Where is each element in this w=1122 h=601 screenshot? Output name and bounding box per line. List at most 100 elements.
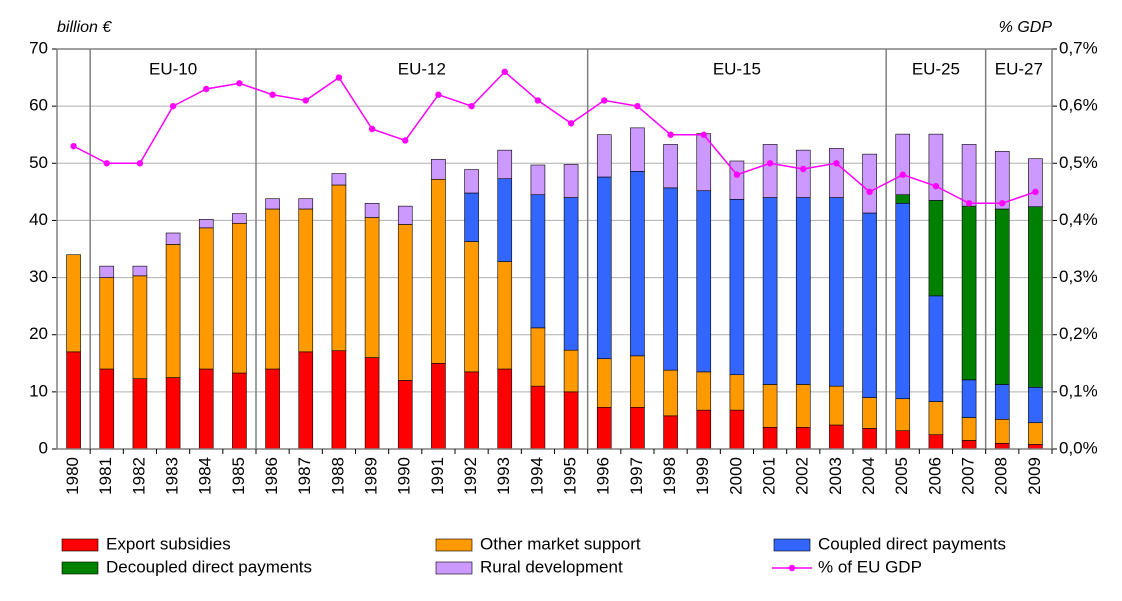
bar-segment	[696, 409, 712, 450]
bar-segment	[497, 178, 513, 262]
bar-segment	[596, 358, 612, 408]
legend-label: Decoupled direct payments	[106, 557, 312, 576]
bar-segment	[165, 244, 181, 378]
bar-segment	[265, 198, 280, 210]
era-label: EU-10	[149, 59, 197, 78]
bar-segment	[895, 430, 911, 450]
line-marker	[965, 200, 973, 207]
bar-segment	[762, 197, 778, 385]
bar-segment	[928, 200, 944, 297]
line-marker	[866, 188, 873, 196]
era-label: EU-25	[912, 59, 960, 78]
bar-segment	[895, 398, 911, 432]
bar-segment	[596, 134, 612, 178]
line-marker	[700, 131, 707, 138]
y-tick-label: 70	[29, 38, 48, 57]
bar-segment	[928, 434, 944, 450]
line-marker	[435, 91, 442, 98]
line-marker	[501, 68, 508, 76]
line-marker	[70, 142, 77, 150]
bar-segment	[198, 227, 214, 370]
x-tick-label: 2003	[826, 457, 845, 495]
bar-segment	[928, 133, 944, 201]
line-marker	[899, 171, 906, 178]
bar-segment	[928, 401, 944, 436]
y2-tick-label: 0,6%	[1059, 96, 1098, 115]
bar-segment	[497, 368, 513, 450]
line-marker	[567, 120, 575, 127]
bar-segment	[232, 222, 247, 374]
bar-segment	[232, 372, 247, 450]
line-marker	[468, 102, 475, 110]
bar-segment	[563, 197, 579, 351]
line-marker	[1032, 188, 1039, 196]
bar-segment	[298, 198, 314, 210]
bar-segment	[397, 224, 413, 381]
bar-segment	[762, 426, 778, 450]
bar-segment	[464, 192, 479, 242]
bar-segment	[663, 144, 678, 189]
bar-segment	[630, 355, 645, 408]
bar-segment	[563, 349, 579, 393]
bar-segment	[994, 384, 1010, 420]
bar-segment	[132, 378, 148, 450]
legend-swatch	[61, 538, 99, 552]
bar-segment	[795, 149, 811, 198]
bar-segment	[298, 351, 314, 450]
y2-axis-label: % GDP	[999, 19, 1053, 36]
y2-tick-label: 0,4%	[1059, 210, 1098, 229]
era-label: EU-12	[398, 59, 446, 78]
y-tick-label: 10	[29, 381, 48, 400]
bar-segment	[1028, 158, 1043, 208]
bar-segment	[497, 261, 513, 370]
bar-segment	[895, 133, 911, 196]
line-marker	[368, 125, 376, 133]
x-tick-label: 1986	[262, 457, 281, 495]
x-tick-label: 1993	[494, 457, 513, 495]
y-axis-label: billion €	[57, 19, 112, 36]
bar-segment	[1028, 386, 1043, 424]
bar-segment	[928, 295, 944, 402]
line-marker	[932, 182, 940, 190]
bar-segment	[132, 265, 148, 277]
legend-swatch	[435, 538, 473, 552]
bar-segment	[99, 277, 115, 370]
x-tick-label: 1981	[96, 457, 115, 495]
bar-segment	[431, 362, 446, 450]
bar-segment	[895, 194, 911, 204]
y-tick-label: 20	[29, 324, 48, 343]
legend-swatch	[435, 561, 473, 575]
bar-segment	[397, 205, 413, 225]
bar-segment	[298, 208, 314, 353]
bar-segment	[364, 357, 380, 450]
bar-segment	[1028, 206, 1043, 388]
line-marker	[335, 74, 343, 81]
y2-tick-label: 0,7%	[1059, 38, 1098, 57]
bar-segment	[762, 384, 778, 428]
era-label: EU-15	[713, 59, 761, 78]
bar-segment	[431, 158, 446, 180]
x-tick-label: 2004	[859, 457, 878, 495]
x-tick-label: 2009	[1025, 457, 1044, 495]
bar-segment	[596, 406, 612, 450]
bar-segment	[829, 424, 844, 450]
bar-segment	[663, 187, 678, 371]
x-tick-label: 2005	[892, 457, 911, 495]
era-label: EU-27	[995, 59, 1043, 78]
bar-segment	[961, 379, 977, 418]
bar-segment	[994, 208, 1010, 385]
bar-segment	[663, 369, 678, 417]
line-marker	[136, 160, 144, 167]
legend-label: % of EU GDP	[818, 557, 922, 576]
bar-segment	[331, 184, 347, 352]
x-tick-label: 2007	[959, 457, 978, 495]
line	[73, 70, 1036, 205]
bar-segment	[198, 218, 214, 229]
x-tick-label: 2008	[992, 457, 1011, 495]
x-tick-label: 1988	[328, 457, 347, 495]
bar-segment	[431, 178, 446, 364]
bar-segment	[530, 327, 546, 387]
bar-segment	[630, 406, 645, 450]
bar-segment	[862, 153, 877, 214]
y-tick-label: 0	[39, 438, 48, 457]
